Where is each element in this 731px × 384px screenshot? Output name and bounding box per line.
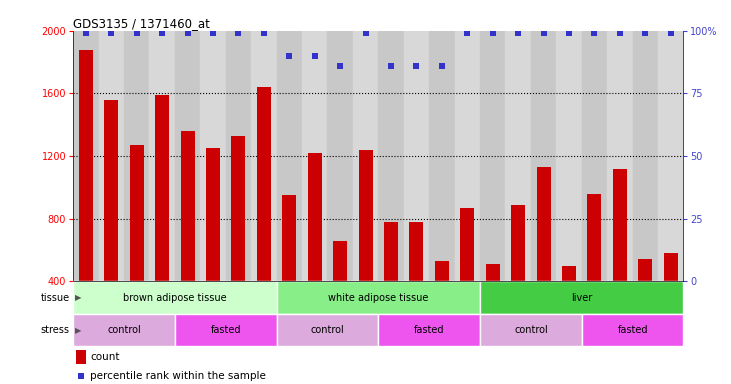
Point (182, 30, 194, 36)
Text: fasted: fasted (414, 325, 444, 335)
Text: control: control (311, 325, 344, 335)
Bar (632, 31, 658, 281)
Bar (638, 259, 652, 281)
Bar (124, 31, 149, 281)
Bar (379, 31, 404, 281)
Point (563, 30, 575, 36)
Text: white adipose tissue: white adipose tissue (328, 293, 428, 303)
Bar (206, 148, 220, 281)
Bar (282, 195, 296, 281)
Text: percentile rank within the sample: percentile rank within the sample (90, 371, 266, 381)
Text: stress: stress (40, 325, 69, 335)
Bar (531, 31, 556, 281)
Point (207, 30, 219, 36)
Point (614, 30, 626, 36)
Text: tissue: tissue (40, 293, 69, 303)
Text: fasted: fasted (211, 325, 241, 335)
Bar (505, 31, 531, 281)
Text: control: control (107, 325, 141, 335)
Bar (429, 31, 455, 281)
Point (487, 30, 499, 36)
Bar (359, 150, 373, 281)
Text: control: control (514, 325, 548, 335)
Bar (588, 194, 602, 281)
Text: fasted: fasted (618, 325, 648, 335)
Bar (200, 31, 226, 281)
Bar (485, 264, 500, 281)
Point (75, 372, 87, 379)
Point (588, 30, 600, 36)
Point (385, 63, 397, 69)
Bar (105, 99, 118, 281)
Bar (175, 314, 276, 346)
Point (309, 53, 321, 59)
Point (436, 63, 447, 69)
Bar (257, 87, 271, 281)
Bar (276, 31, 302, 281)
Text: ▶: ▶ (75, 326, 81, 334)
Point (131, 30, 143, 36)
Bar (409, 222, 423, 281)
Bar (353, 31, 379, 281)
Bar (276, 314, 379, 346)
Bar (435, 261, 449, 281)
Bar (384, 222, 398, 281)
Bar (302, 31, 327, 281)
Point (512, 30, 524, 36)
Point (258, 30, 270, 36)
Point (538, 30, 550, 36)
Bar (73, 281, 276, 314)
Bar (276, 281, 480, 314)
Bar (480, 281, 683, 314)
Bar (155, 95, 169, 281)
Point (156, 30, 168, 36)
Bar (181, 131, 194, 281)
Point (461, 30, 473, 36)
Bar (73, 314, 175, 346)
Bar (251, 31, 276, 281)
Bar (582, 31, 607, 281)
Bar (333, 240, 347, 281)
Point (232, 30, 244, 36)
Bar (73, 31, 99, 281)
Point (80, 30, 91, 36)
Bar (327, 31, 353, 281)
Point (284, 53, 295, 59)
Point (640, 30, 651, 36)
Bar (613, 169, 627, 281)
Point (665, 30, 677, 36)
Text: liver: liver (571, 293, 592, 303)
Bar (129, 145, 144, 281)
Bar (658, 31, 683, 281)
Bar (99, 31, 124, 281)
Point (105, 30, 117, 36)
Bar (175, 31, 200, 281)
Text: brown adipose tissue: brown adipose tissue (123, 293, 227, 303)
Bar (511, 205, 525, 281)
Bar (461, 208, 474, 281)
Bar (226, 31, 251, 281)
Bar (562, 266, 576, 281)
Bar (76, 350, 86, 364)
Bar (404, 31, 429, 281)
Text: count: count (90, 352, 120, 362)
Bar (480, 314, 582, 346)
Bar (149, 31, 175, 281)
Bar (537, 167, 550, 281)
Point (360, 30, 371, 36)
Point (334, 63, 346, 69)
Bar (308, 153, 322, 281)
Bar (664, 253, 678, 281)
Text: ▶: ▶ (75, 293, 81, 302)
Bar (480, 31, 505, 281)
Bar (379, 314, 480, 346)
Bar (556, 31, 582, 281)
Bar (582, 314, 683, 346)
Bar (455, 31, 480, 281)
Bar (607, 31, 632, 281)
Bar (79, 50, 93, 281)
Bar (232, 136, 246, 281)
Text: GDS3135 / 1371460_at: GDS3135 / 1371460_at (73, 17, 210, 30)
Point (411, 63, 423, 69)
